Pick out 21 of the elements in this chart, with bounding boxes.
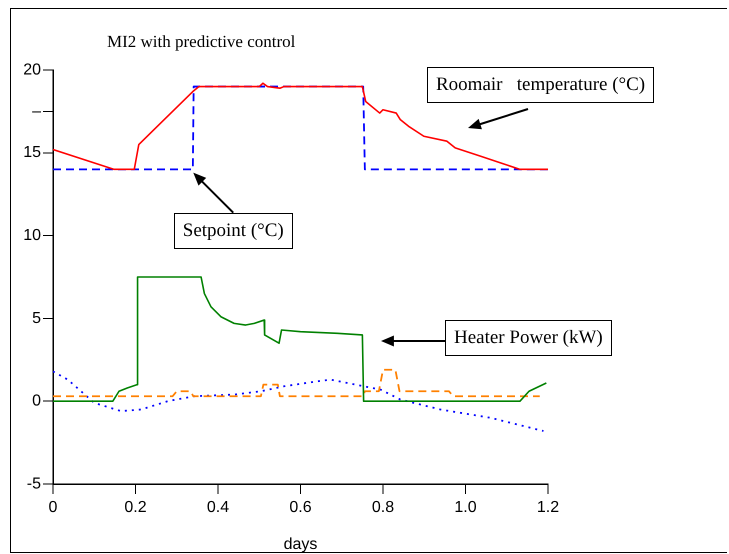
y-tick-label: -5 [26,475,42,492]
x-tick-label: 1.0 [454,499,477,516]
y-tick-label: 20 [23,61,42,78]
annotation: Roomair temperature (°C) [427,67,654,103]
annotation: Heater Power (kW) [445,320,612,356]
y-tick-label: 5 [32,310,42,327]
x-tick-label: 0.2 [124,499,147,516]
y-tick-label: 0 [32,392,42,410]
x-tick-label: 0.4 [206,499,230,516]
x-tick-label: 0 [48,499,58,516]
chart-title: MI2 with predictive control [107,32,296,52]
x-tick-label: 1.2 [536,499,560,516]
y-tick-label: 15 [23,144,42,162]
y-tick-label: – [32,102,42,120]
annotation: Setpoint (°C) [174,212,293,249]
x-tick-label: 0.8 [372,499,394,516]
x-tick-label: 0.6 [289,499,312,516]
line-series [53,368,541,398]
line-series [53,370,544,432]
y-tick-label: 10 [23,227,42,244]
x-axis-title: days [284,536,318,553]
